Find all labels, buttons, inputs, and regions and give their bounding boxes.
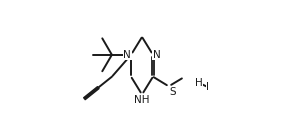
Text: NH: NH: [134, 95, 150, 105]
Text: S: S: [169, 87, 176, 97]
Text: N: N: [123, 50, 131, 60]
Text: H: H: [195, 78, 203, 88]
Text: N: N: [153, 50, 161, 60]
Text: I: I: [206, 82, 209, 92]
